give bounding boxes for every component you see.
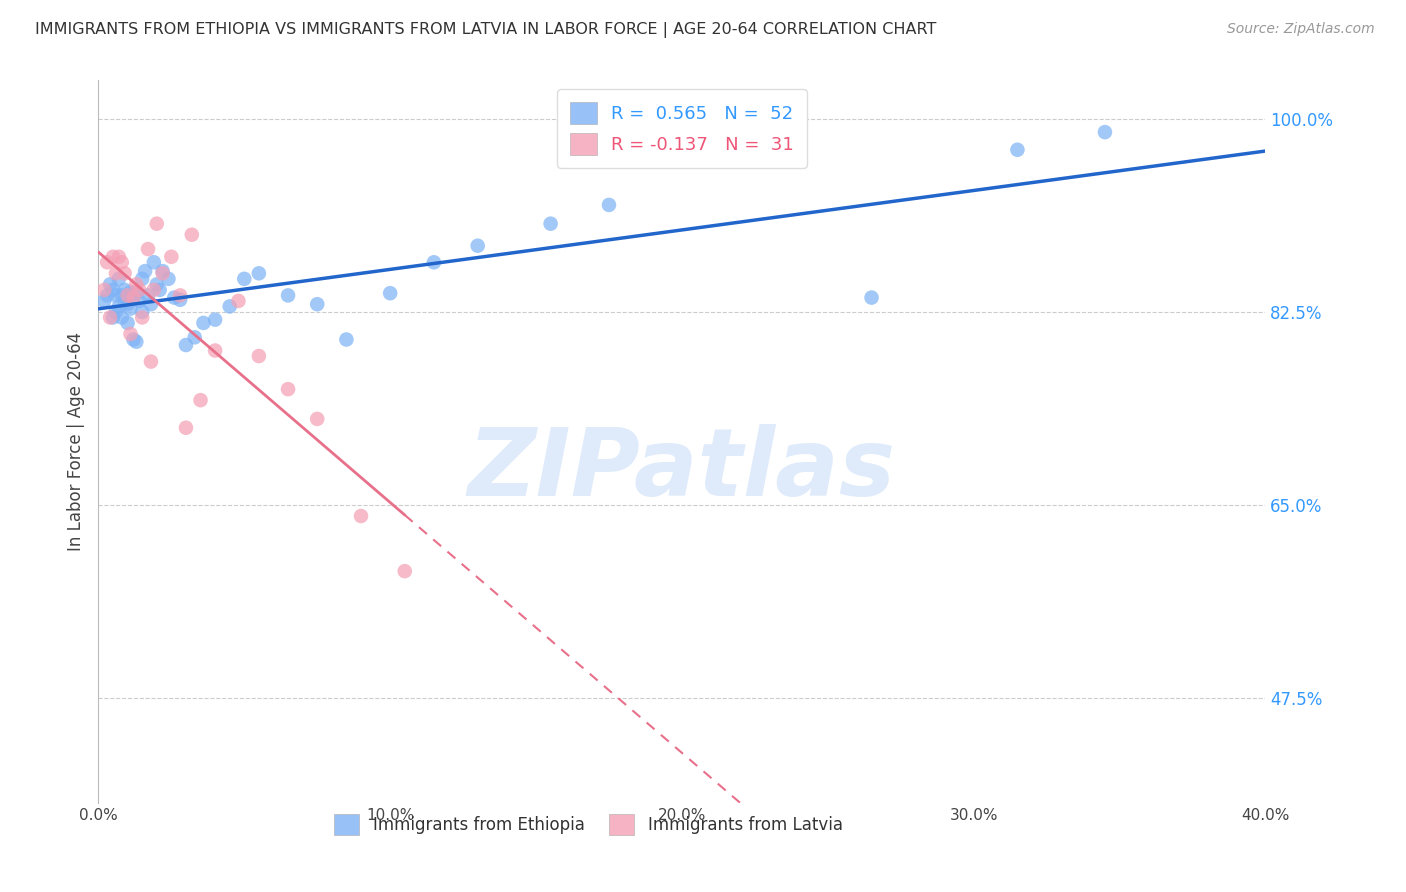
Point [218, 300, 240, 314]
Point [131, 310, 153, 325]
Point [142, 255, 165, 269]
Point [149, 283, 172, 297]
Point [204, 312, 226, 326]
Point [120, 326, 142, 341]
Point [93, 283, 115, 297]
Point [307, 297, 329, 311]
Point [350, 508, 373, 523]
Point [125, 277, 148, 292]
Point [114, 293, 136, 308]
Point [111, 310, 134, 325]
Point [335, 333, 357, 347]
Point [122, 291, 145, 305]
Point [160, 250, 183, 264]
Point [204, 343, 226, 358]
Point [180, 227, 202, 242]
Point [108, 250, 131, 264]
Legend: Immigrants from Ethiopia, Immigrants from Latvia: Immigrants from Ethiopia, Immigrants fro… [328, 808, 849, 841]
Text: ZIPatlas: ZIPatlas [468, 425, 896, 516]
Point [114, 283, 136, 297]
Point [101, 283, 124, 297]
Point [307, 412, 329, 426]
Point [111, 288, 134, 302]
Point [146, 277, 169, 292]
Point [146, 217, 169, 231]
Point [117, 316, 139, 330]
Point [111, 255, 134, 269]
Point [247, 349, 270, 363]
Point [93, 293, 115, 308]
Point [139, 354, 162, 368]
Point [125, 334, 148, 349]
Point [598, 198, 620, 212]
Point [169, 293, 191, 307]
Point [247, 266, 270, 280]
Point [128, 283, 150, 297]
Point [98, 277, 121, 292]
Point [108, 300, 131, 314]
Point [152, 266, 174, 280]
Point [114, 266, 136, 280]
Point [860, 291, 883, 305]
Point [128, 293, 150, 308]
Point [98, 310, 121, 325]
Point [157, 272, 180, 286]
Point [139, 297, 162, 311]
Point [96, 255, 118, 269]
Point [131, 305, 153, 319]
Point [122, 286, 145, 301]
Point [169, 288, 191, 302]
Point [394, 564, 416, 578]
Point [104, 305, 127, 319]
Point [104, 266, 127, 280]
Point [277, 382, 299, 396]
Text: Source: ZipAtlas.com: Source: ZipAtlas.com [1227, 22, 1375, 37]
Point [136, 242, 159, 256]
Point [101, 250, 124, 264]
Text: IMMIGRANTS FROM ETHIOPIA VS IMMIGRANTS FROM LATVIA IN LABOR FORCE | AGE 20-64 CO: IMMIGRANTS FROM ETHIOPIA VS IMMIGRANTS F… [35, 22, 936, 38]
Point [183, 330, 205, 344]
Point [131, 272, 153, 286]
Point [122, 333, 145, 347]
Point [1007, 143, 1029, 157]
Point [125, 286, 148, 301]
Point [380, 286, 402, 301]
Point [540, 217, 562, 231]
Point [120, 301, 142, 316]
Y-axis label: In Labor Force | Age 20-64: In Labor Force | Age 20-64 [66, 332, 84, 551]
Point [174, 421, 197, 435]
Point [228, 293, 250, 308]
Point [233, 272, 256, 286]
Point [277, 288, 299, 302]
Point [134, 264, 156, 278]
Point [96, 288, 118, 302]
Point [104, 288, 127, 302]
Point [152, 264, 174, 278]
Point [1094, 125, 1116, 139]
Point [467, 238, 489, 252]
Point [190, 393, 212, 408]
Point [136, 288, 159, 302]
Point [423, 255, 446, 269]
Point [174, 338, 197, 352]
Point [101, 310, 124, 325]
Point [142, 283, 165, 297]
Point [193, 316, 215, 330]
Point [117, 288, 139, 302]
Point [108, 272, 131, 286]
Point [120, 285, 142, 299]
Point [117, 297, 139, 311]
Point [163, 291, 186, 305]
